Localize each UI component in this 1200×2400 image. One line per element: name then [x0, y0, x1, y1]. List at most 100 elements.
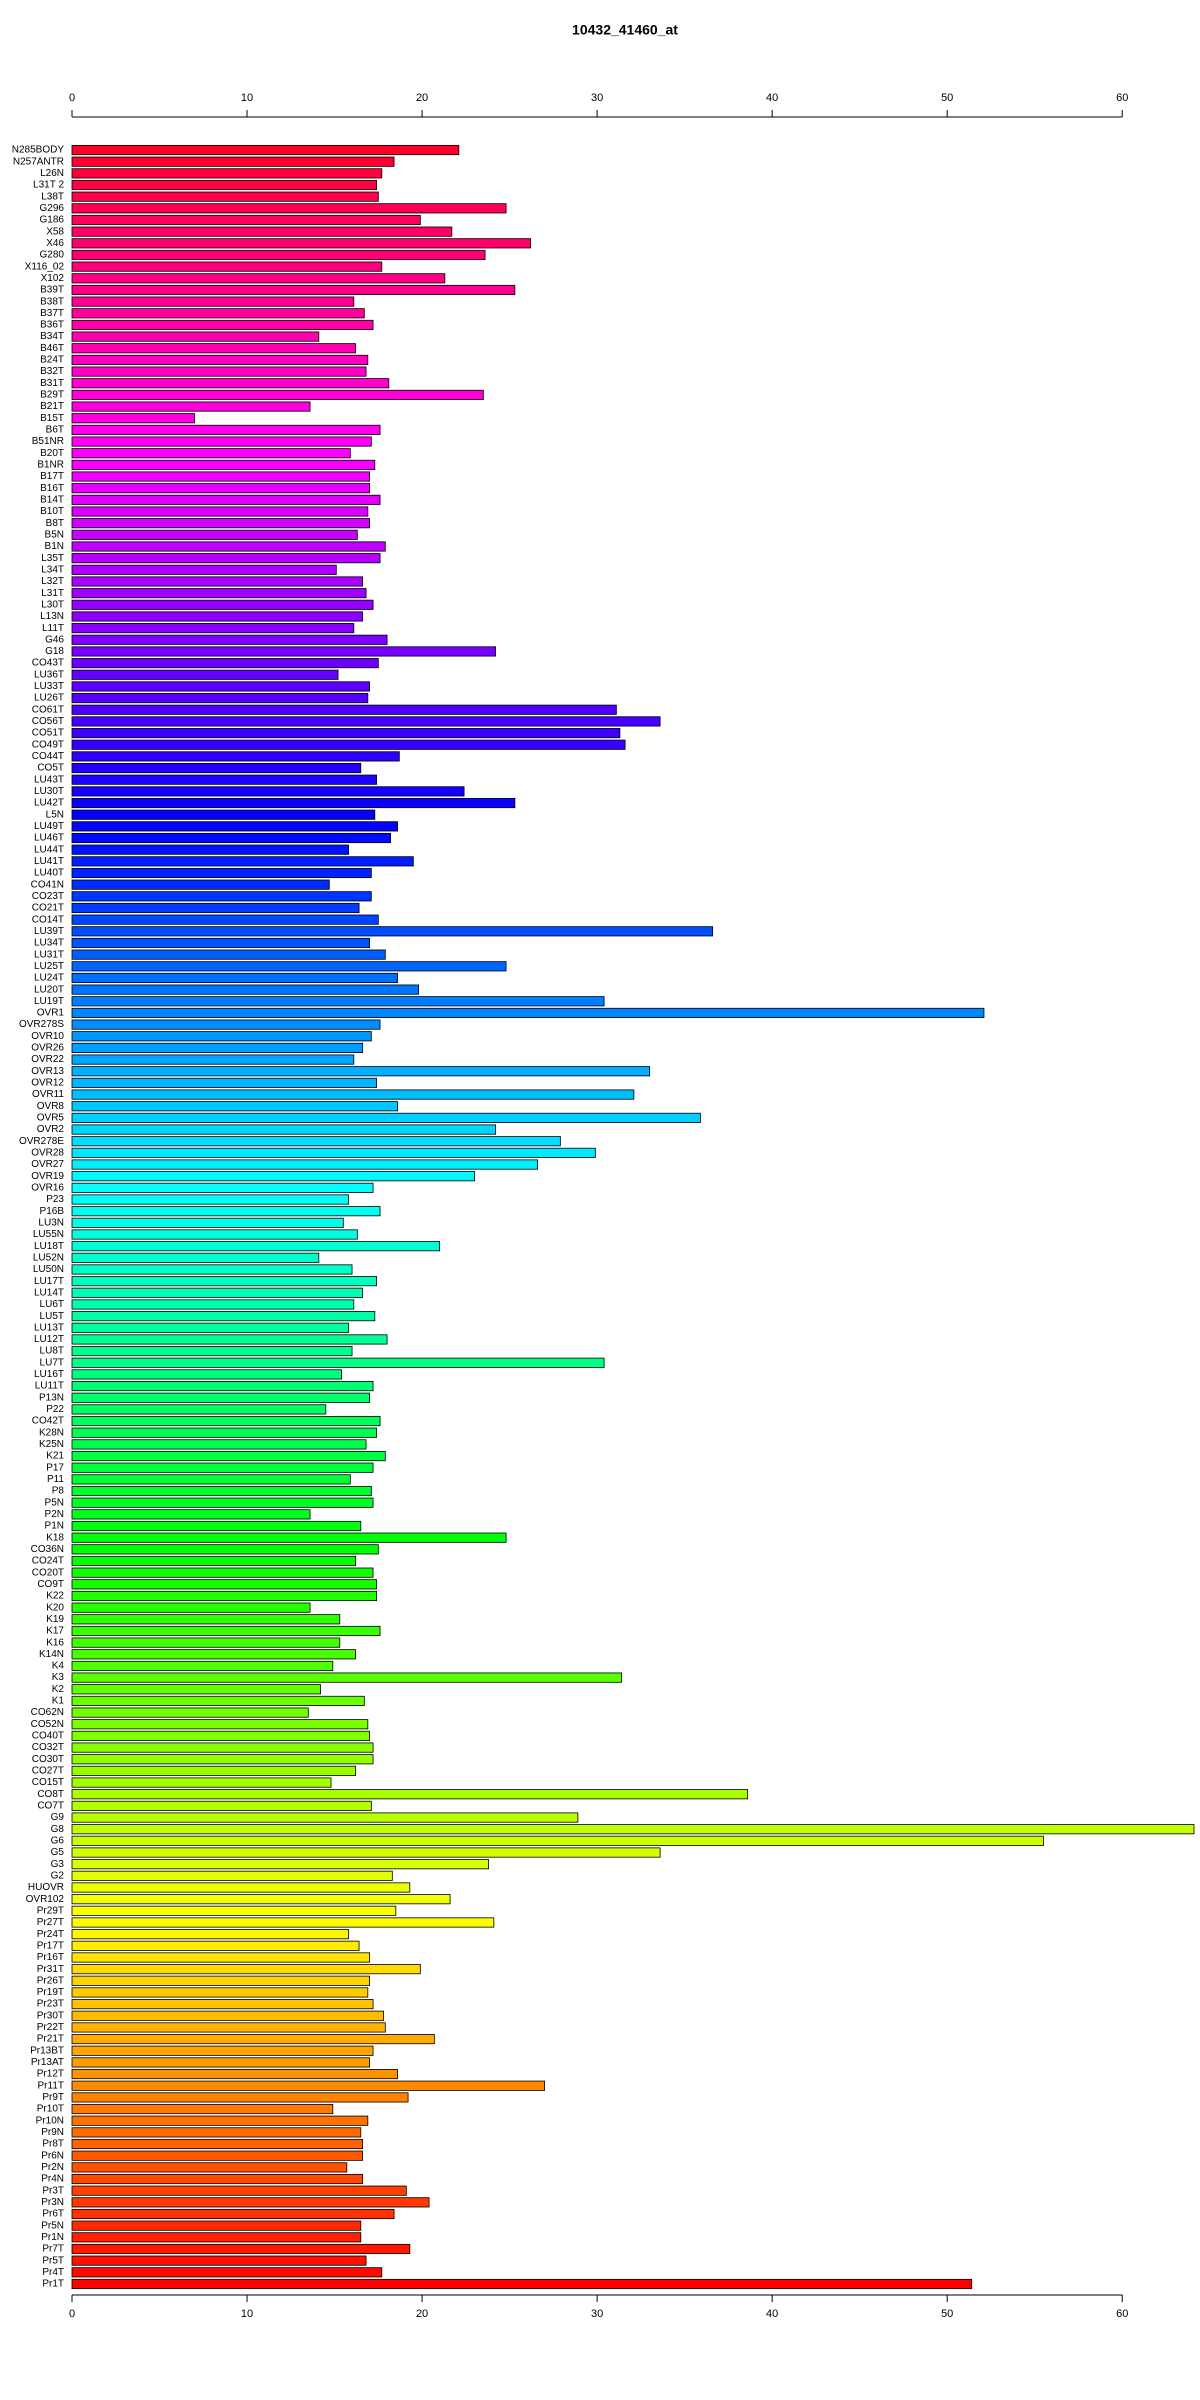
- bar: [71, 2208, 395, 2220]
- bar: [71, 436, 372, 447]
- bar: [71, 1637, 341, 1648]
- y-tick-label: Pr27T: [37, 1917, 64, 1928]
- y-tick-label: P17: [46, 1462, 64, 1473]
- bar: [71, 1369, 342, 1380]
- bar: [71, 669, 339, 680]
- y-tick-label: CO15T: [32, 1777, 64, 1788]
- y-tick-label: LU36T: [34, 669, 64, 680]
- y-tick-label: LU5T: [40, 1311, 64, 1322]
- bar: [71, 553, 381, 564]
- y-tick-label: OVR26: [31, 1043, 64, 1054]
- bar: [71, 856, 414, 867]
- bar: [71, 1485, 372, 1497]
- bar: [71, 1742, 374, 1753]
- y-tick-label: LU8T: [40, 1346, 64, 1357]
- y-tick-label: OVR8: [37, 1101, 65, 1112]
- y-tick-label: K18: [46, 1532, 64, 1543]
- bar: [71, 1124, 496, 1135]
- x-tick-label: 10: [241, 2308, 253, 2320]
- y-tick-label: P8: [52, 1486, 65, 1497]
- bar: [71, 2185, 407, 2196]
- bar: [71, 1754, 374, 1765]
- bar: [71, 354, 369, 365]
- bar: [71, 506, 369, 517]
- y-tick-label: OVR10: [31, 1031, 64, 1042]
- y-tick-label: L35T: [41, 553, 64, 564]
- y-tick-label: Pr3N: [41, 2197, 64, 2208]
- y-tick-label: Pr10T: [37, 2104, 64, 2115]
- y-tick-label: CO8T: [37, 1789, 64, 1800]
- bar: [71, 902, 360, 914]
- y-tick-label: K19: [46, 1614, 64, 1625]
- bar: [71, 179, 377, 191]
- y-tick-label: K17: [46, 1626, 64, 1637]
- y-tick-label: CO44T: [32, 751, 64, 762]
- y-tick-label: Pr7T: [42, 2244, 64, 2255]
- bar: [71, 1544, 379, 1555]
- bar: [71, 599, 374, 610]
- y-tick-label: CO52N: [31, 1719, 64, 1730]
- y-tick-label: G18: [45, 646, 64, 657]
- y-tick-label: B39T: [40, 285, 64, 296]
- bar: [71, 1975, 370, 1986]
- y-tick-label: K22: [46, 1591, 64, 1602]
- bar: [71, 518, 370, 529]
- y-tick-label: CO51T: [32, 728, 64, 739]
- bar: [71, 284, 516, 296]
- y-tick-label: Pr24T: [37, 1929, 64, 1940]
- bar: [71, 1474, 351, 1485]
- y-tick-label: CO32T: [32, 1742, 64, 1753]
- bar: [71, 343, 356, 354]
- bar: [71, 1019, 381, 1030]
- bar: [71, 2022, 386, 2033]
- y-tick-label: X102: [41, 273, 65, 284]
- y-tick-label: CO30T: [32, 1754, 64, 1765]
- bar: [71, 401, 311, 412]
- y-tick-label: L30T: [41, 599, 64, 610]
- y-tick-label: P1N: [45, 1521, 64, 1532]
- bar: [71, 144, 460, 156]
- y-tick-label: CO21T: [32, 903, 64, 914]
- bar: [71, 611, 363, 622]
- y-tick-label: CO36N: [31, 1544, 64, 1555]
- bar: [71, 588, 367, 599]
- x-tick-label: 60: [1116, 2308, 1128, 2320]
- bar: [71, 1334, 388, 1345]
- bar: [71, 2034, 435, 2045]
- bar: [71, 646, 496, 657]
- y-tick-label: LU33T: [34, 681, 64, 692]
- y-tick-label: B10T: [40, 506, 64, 517]
- y-tick-label: CO9T: [37, 1579, 64, 1590]
- bar: [71, 972, 398, 984]
- y-tick-label: B24T: [40, 355, 64, 366]
- y-tick-label: CO43T: [32, 658, 64, 669]
- y-tick-label: CO23T: [32, 891, 64, 902]
- bar: [71, 2115, 369, 2126]
- bar: [71, 1777, 332, 1788]
- bar: [71, 926, 714, 937]
- y-tick-label: CO5T: [37, 763, 64, 774]
- bar: [71, 168, 383, 179]
- bar: [71, 378, 390, 389]
- y-tick-label: P11: [47, 1474, 64, 1485]
- bar: [71, 1590, 377, 1602]
- y-tick-label: G6: [51, 1835, 65, 1846]
- bar: [71, 226, 453, 237]
- bar: [71, 1532, 507, 1543]
- y-tick-label: K25N: [39, 1439, 64, 1450]
- x-tick-label: 20: [416, 2308, 428, 2320]
- bar: [71, 984, 419, 995]
- y-tick-label: G280: [40, 250, 65, 261]
- bar: [71, 308, 365, 319]
- y-tick-label: LU7T: [40, 1357, 64, 1368]
- bar: [71, 1684, 321, 1695]
- bar: [71, 541, 386, 552]
- bar: [71, 774, 377, 785]
- y-tick-label: Pr2N: [41, 2162, 64, 2173]
- bar: [71, 809, 376, 820]
- bar: [71, 1555, 356, 1567]
- bar: [71, 1835, 1044, 1846]
- bar: [71, 459, 376, 470]
- y-tick-label: P5N: [45, 1497, 64, 1508]
- y-tick-label: N285BODY: [12, 145, 65, 156]
